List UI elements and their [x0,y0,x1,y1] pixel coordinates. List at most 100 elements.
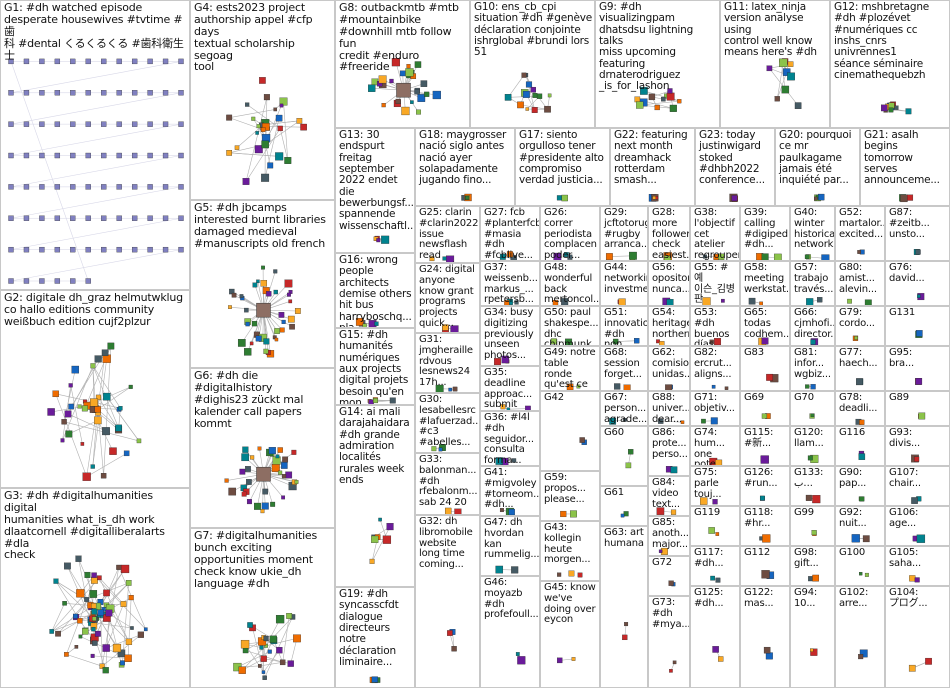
node [263,94,270,101]
group-g61: G61 [600,486,648,526]
node [658,549,663,553]
group-label: G44: networking investment... [604,262,647,295]
network-graph [49,555,148,674]
node [907,194,914,201]
group-g68: G68: session forget... [600,346,648,391]
node [368,84,376,92]
group-label: G89 [889,392,909,403]
node [162,58,169,65]
group-g118: G118: #hr... [740,506,790,546]
network-graph [761,570,775,579]
edge [92,365,121,409]
network-graph [658,418,685,424]
node [242,647,249,654]
node [810,384,816,390]
node [625,462,632,469]
node [267,649,272,654]
node [810,648,814,652]
group-g102: G102: arre... [835,586,885,688]
node [85,215,91,221]
node [112,643,122,653]
edge [10,217,182,250]
network-graph [880,101,912,115]
node [91,626,96,632]
node [389,397,396,404]
node [242,446,249,453]
network-graph [373,235,390,244]
network-graph [763,646,773,660]
node [859,649,868,658]
group-g92: G92: nuit... [835,506,885,546]
node [234,145,240,150]
network-graph [557,657,576,664]
node [718,253,725,260]
node [85,184,91,190]
node [916,534,926,543]
node [416,109,421,115]
node [91,603,97,609]
node [414,89,420,95]
group-g115: G115: #新... [740,426,790,466]
edge [265,97,268,139]
network-graph [663,252,672,260]
node [231,292,237,298]
group-g66: G66: cjmhofi... director... [790,306,835,346]
node [405,68,414,77]
node [268,447,276,455]
node [666,299,674,305]
network-graph [656,339,665,345]
node [680,420,685,424]
node [244,307,249,313]
node [39,90,45,96]
group-g16: G16: wrong people architects demise othe… [335,253,415,328]
group-label: G41: #migvoley #torneom... #dh... [484,467,540,511]
network-graph [917,293,925,301]
group-g28: G28: more followers check easiest... [648,206,690,261]
node [116,152,122,159]
group-label: G67: person... agrade... [604,392,647,425]
group-label: G43: kollegin heute morgen... [544,522,591,566]
group-label: G119 [694,507,721,518]
group-label: G13: 30 endspurt freitag september 2022 … [339,129,415,232]
node [257,664,262,668]
node [859,572,863,576]
edge [106,634,142,649]
group-label: G28: more followers check easiest... [652,207,690,261]
network-graph [756,253,782,260]
node [275,152,284,161]
node [70,152,76,159]
node [8,278,14,284]
edge [660,420,683,423]
network-graph [622,622,629,641]
node [178,246,184,253]
node [162,152,169,159]
node [275,114,283,122]
node [431,446,437,452]
network-graph [617,298,626,305]
node [39,184,45,190]
hub-node [396,82,411,98]
node [715,577,721,583]
node [561,298,569,305]
group-g5: G5: #dh jbcamps interested burnt librari… [190,200,335,368]
node [137,631,144,638]
node [451,646,457,652]
network-graph [665,384,673,390]
edge [109,608,130,643]
node [908,664,916,672]
network-graph [712,646,724,662]
node [854,336,858,340]
edge [92,365,95,403]
node [648,93,656,101]
network-graph [709,457,723,465]
node [452,386,458,392]
node [652,196,656,200]
node [894,105,899,110]
node [712,646,719,653]
node [91,608,98,615]
node [97,609,104,616]
node [284,157,292,164]
node [663,255,671,260]
node [263,338,270,345]
network-graph [495,565,519,574]
